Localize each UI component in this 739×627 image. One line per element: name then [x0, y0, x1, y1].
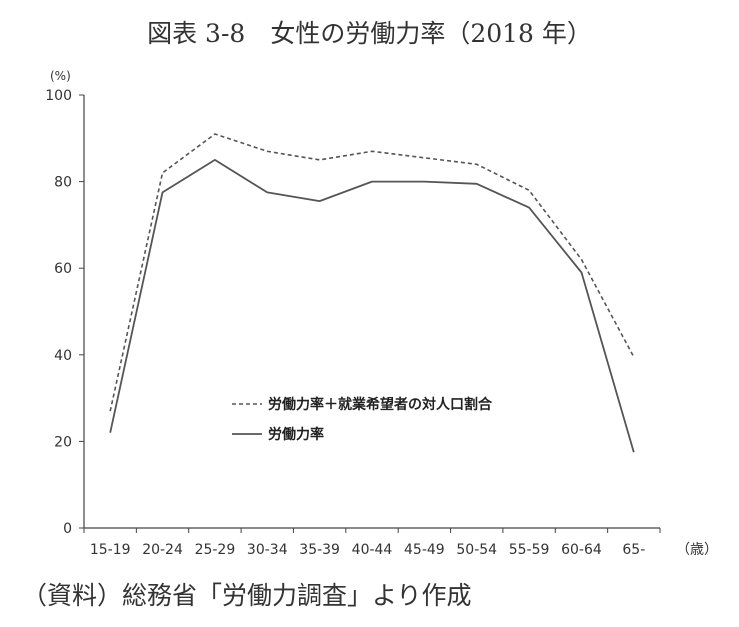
x-tick-label: 65- [622, 542, 645, 558]
x-tick-label: 25-29 [195, 542, 236, 558]
x-tick-label: 55-59 [509, 542, 550, 558]
series-line-labor-plus-desire [109, 133, 635, 412]
legend-label-solid: 労働力率 [268, 426, 324, 443]
x-tick-label: 15-19 [90, 542, 131, 558]
x-tick-label: 45-49 [404, 542, 445, 558]
axes [83, 95, 660, 529]
y-tick-label: 20 [54, 434, 72, 450]
x-tick-labels: 15-19 20-24 25-29 30-34 35-39 40-44 45-49 50-54… [83, 528, 661, 558]
y-tick-label: 60 [54, 261, 72, 277]
x-tick-label: 40-44 [352, 542, 393, 558]
y-unit-label: (%) [50, 69, 71, 83]
x-tick-label: 20-24 [142, 542, 183, 558]
x-tick-label: 60-64 [561, 542, 602, 558]
series-layer [109, 133, 635, 453]
y-tick-label: 40 [54, 348, 72, 364]
x-tick-label: 35-39 [299, 542, 340, 558]
x-tick-label: 50-54 [456, 542, 497, 558]
series-line-labor-force-rate [109, 158, 635, 453]
chart-title: 図表 3-8 女性の労働力率（2018 年） [147, 19, 592, 48]
legend: 労働力率＋就業希望者の対人口割合 労働力率 [226, 382, 566, 464]
source-note: （資料）総務省「労働力調査」より作成 [22, 581, 472, 610]
y-tick-labels: 0 20 40 60 80 100 [45, 88, 84, 537]
x-tick-label: 30-34 [247, 542, 288, 558]
y-tick-label: 80 [54, 175, 72, 191]
x-unit-label: （歳） [676, 542, 718, 558]
y-tick-label: 0 [63, 521, 72, 537]
legend-label-dashed: 労働力率＋就業希望者の対人口割合 [268, 396, 493, 413]
legend-box [226, 382, 566, 464]
y-tick-label: 100 [45, 88, 72, 104]
